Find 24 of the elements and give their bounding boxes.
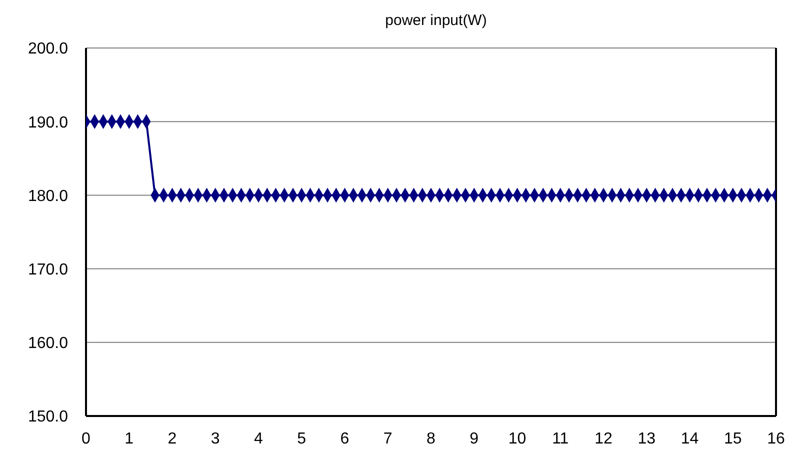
x-tick-label: 13	[638, 430, 656, 448]
y-tick-label: 150.0	[28, 408, 68, 426]
x-tick-label: 15	[724, 430, 742, 448]
x-tick-label: 6	[340, 430, 350, 448]
x-tick-label: 7	[383, 430, 392, 448]
y-tick-label: 190.0	[28, 114, 68, 132]
x-tick-label: 1	[124, 430, 134, 448]
y-tick-label: 200.0	[28, 40, 68, 58]
x-tick-label: 2	[168, 430, 177, 448]
x-tick-label: 10	[508, 430, 526, 448]
x-tick-label: 16	[767, 430, 785, 448]
x-tick-label: 4	[254, 430, 264, 448]
chart-title: power input(W)	[384, 11, 488, 31]
x-tick-label: 8	[426, 430, 436, 448]
y-tick-label: 170.0	[28, 261, 68, 278]
x-tick-label: 3	[210, 430, 220, 448]
y-tick-label: 180.0	[28, 188, 68, 205]
x-tick-label: 0	[82, 430, 91, 448]
x-tick-label: 12	[594, 430, 612, 448]
x-tick-label: 11	[552, 430, 569, 448]
y-tick-label: 160.0	[28, 335, 68, 352]
x-tick-label: 9	[470, 430, 479, 448]
x-tick-label: 14	[680, 430, 699, 448]
x-tick-label: 5	[297, 430, 306, 448]
